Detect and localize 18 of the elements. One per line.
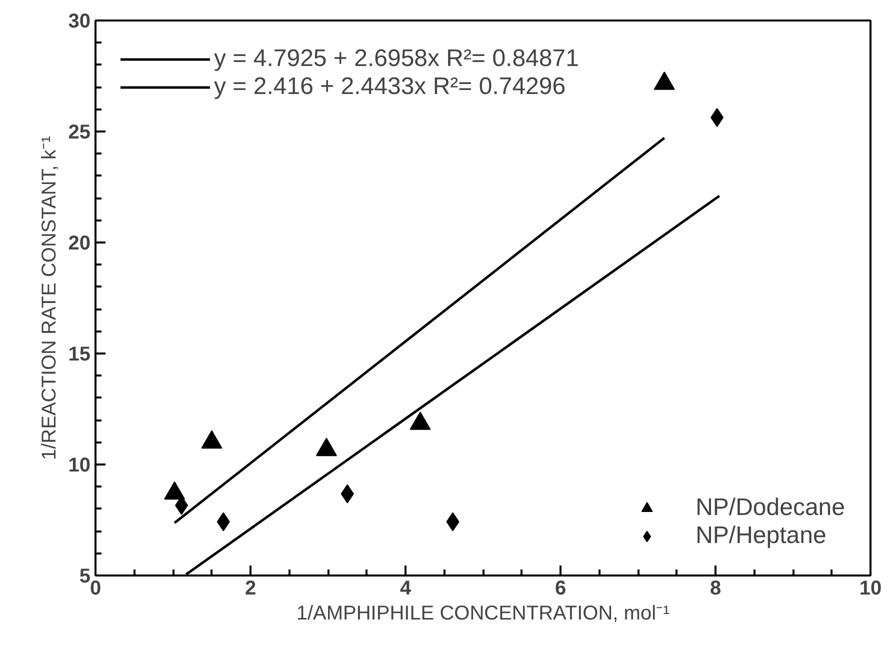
y-tick-label: 5 — [79, 566, 90, 588]
x-axis-title: 1/AMPHIPHILE CONCENTRATION, mol⁻¹ — [296, 602, 670, 624]
x-tick-label: 0 — [90, 578, 102, 600]
x-tick-label: 6 — [554, 578, 566, 600]
y-axis-title: 1/REACTION RATE CONSTANT, k⁻¹ — [38, 136, 60, 460]
y-tick-label: 25 — [68, 122, 91, 144]
x-tick-label: 2 — [244, 578, 256, 600]
y-tick-label: 20 — [68, 232, 91, 254]
y-tick-label: 10 — [68, 454, 91, 476]
legend-label: NP/Dodecane — [696, 494, 845, 522]
legend-label: y = 4.7925 + 2.6958x R²= 0.84871 — [214, 45, 579, 73]
legend-label: y = 2.416 + 2.4433x R²= 0.74296 — [214, 73, 566, 101]
y-tick-label: 15 — [68, 344, 91, 366]
y-tick-label: 30 — [68, 10, 91, 32]
x-tick-label: 10 — [859, 578, 882, 600]
legend-label: NP/Heptane — [696, 522, 826, 550]
x-tick-label: 8 — [710, 578, 722, 600]
x-tick-label: 4 — [400, 578, 412, 600]
